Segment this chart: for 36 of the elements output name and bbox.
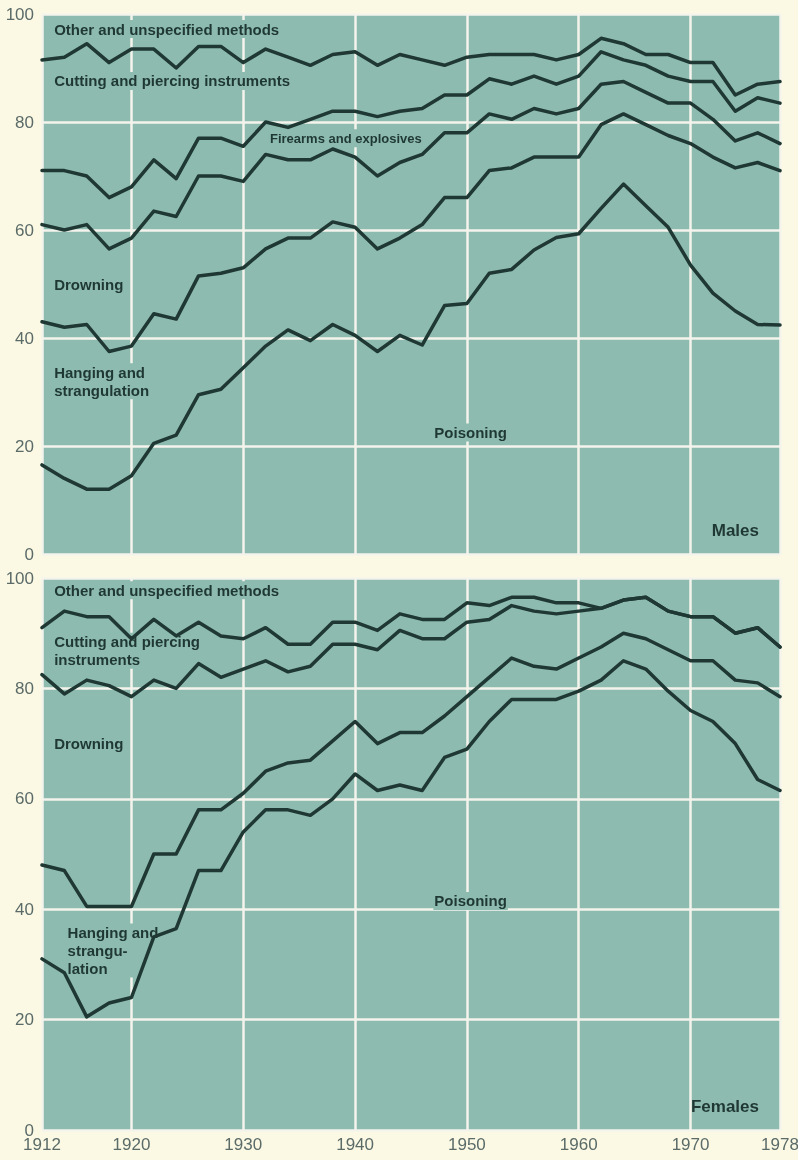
x-tick-label: 1970 bbox=[671, 1135, 710, 1154]
line-series bbox=[40, 182, 782, 491]
text: Females bbox=[690, 1097, 760, 1116]
annotation: Other and unspecified methods bbox=[54, 20, 280, 38]
annotation: Drowning bbox=[54, 735, 124, 753]
y-tick-label: 80 bbox=[15, 678, 34, 698]
x-tick-label: 1930 bbox=[224, 1135, 263, 1154]
y-tick-label: 40 bbox=[15, 899, 34, 919]
y-tick-label: 60 bbox=[15, 220, 34, 240]
text: Males bbox=[711, 521, 759, 540]
x-tick-label: 1920 bbox=[112, 1135, 151, 1154]
y-tick-label: 20 bbox=[15, 436, 34, 456]
annotation: Poisoning bbox=[434, 424, 507, 441]
line-series bbox=[40, 631, 782, 909]
annotation: Firearms and explosives bbox=[269, 130, 422, 146]
annotation: Cutting and piercing instruments bbox=[54, 72, 291, 90]
x-tick-label: 1950 bbox=[448, 1135, 486, 1154]
x-tick-label: 1940 bbox=[336, 1135, 374, 1154]
y-tick-label: 100 bbox=[5, 568, 34, 588]
line-series bbox=[40, 112, 782, 354]
x-tick-label: 1912 bbox=[23, 1135, 61, 1154]
annotation: Poisoning bbox=[434, 892, 507, 910]
annotation: Cutting and piercing instruments bbox=[54, 633, 201, 669]
y-tick-label: 40 bbox=[15, 328, 34, 348]
annotation: Drowning bbox=[54, 275, 124, 293]
annotation: Hanging and strangulation bbox=[54, 363, 150, 399]
y-tick-label: 0 bbox=[24, 544, 34, 564]
y-tick-label: 20 bbox=[15, 1010, 34, 1030]
line-series bbox=[40, 50, 782, 200]
y-tick-label: 60 bbox=[15, 789, 34, 809]
annotation: Other and unspecified methods bbox=[54, 581, 280, 599]
y-tick-label: 100 bbox=[5, 4, 34, 24]
x-tick-label: 1978 bbox=[761, 1135, 798, 1154]
x-tick-label: 1960 bbox=[559, 1135, 598, 1154]
line-series bbox=[40, 36, 782, 97]
y-tick-label: 80 bbox=[15, 112, 34, 132]
